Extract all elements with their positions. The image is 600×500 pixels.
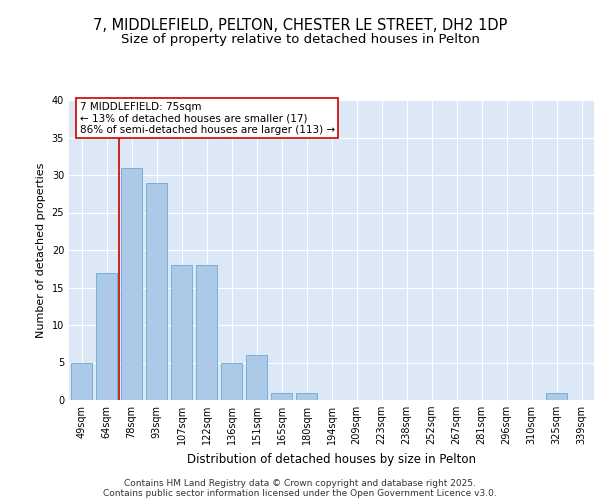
Bar bbox=[221, 362, 242, 400]
Text: Contains HM Land Registry data © Crown copyright and database right 2025.: Contains HM Land Registry data © Crown c… bbox=[124, 478, 476, 488]
Bar bbox=[71, 362, 92, 400]
Bar bbox=[196, 265, 217, 400]
Text: 7, MIDDLEFIELD, PELTON, CHESTER LE STREET, DH2 1DP: 7, MIDDLEFIELD, PELTON, CHESTER LE STREE… bbox=[93, 18, 507, 32]
Bar bbox=[146, 182, 167, 400]
Bar bbox=[546, 392, 567, 400]
X-axis label: Distribution of detached houses by size in Pelton: Distribution of detached houses by size … bbox=[187, 452, 476, 466]
Bar bbox=[96, 272, 117, 400]
Y-axis label: Number of detached properties: Number of detached properties bbox=[36, 162, 46, 338]
Text: Size of property relative to detached houses in Pelton: Size of property relative to detached ho… bbox=[121, 32, 479, 46]
Text: 7 MIDDLEFIELD: 75sqm
← 13% of detached houses are smaller (17)
86% of semi-detac: 7 MIDDLEFIELD: 75sqm ← 13% of detached h… bbox=[79, 102, 335, 134]
Bar bbox=[296, 392, 317, 400]
Text: Contains public sector information licensed under the Open Government Licence v3: Contains public sector information licen… bbox=[103, 488, 497, 498]
Bar bbox=[121, 168, 142, 400]
Bar bbox=[246, 355, 267, 400]
Bar bbox=[271, 392, 292, 400]
Bar bbox=[171, 265, 192, 400]
